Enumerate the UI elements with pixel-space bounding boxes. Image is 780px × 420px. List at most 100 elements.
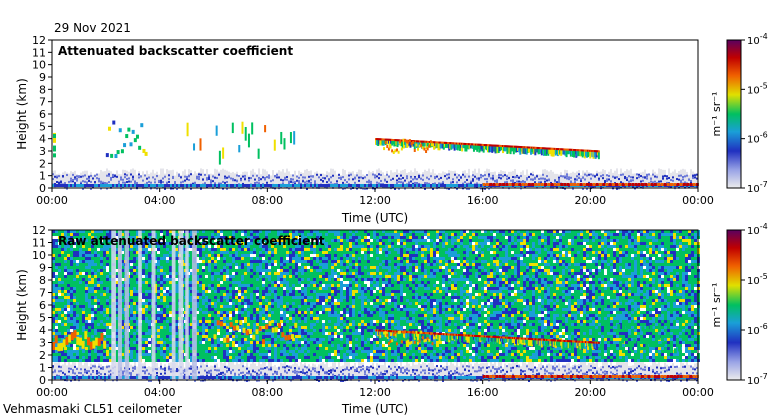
heat-cell (247, 133, 250, 148)
heat-cell (308, 170, 310, 188)
heat-cell (70, 311, 73, 314)
heat-cell (82, 353, 85, 356)
heat-cell (110, 178, 112, 181)
heat-cell (88, 332, 91, 335)
heat-cell (344, 368, 346, 371)
heat-cell (544, 375, 548, 378)
heat-cell (54, 370, 56, 373)
heat-cell (62, 376, 64, 379)
heat-cell (260, 178, 262, 181)
heat-cell (660, 367, 662, 370)
heat-cell (64, 281, 67, 284)
heat-cell (91, 329, 94, 332)
y-tick-label: 2 (39, 157, 46, 170)
heat-cell (121, 281, 124, 284)
heat-cell (226, 170, 228, 188)
heat-cell (176, 376, 178, 379)
heat-cell (85, 350, 88, 353)
heat-cell (266, 176, 268, 179)
heat-cell (186, 174, 188, 188)
heat-cell (67, 296, 70, 299)
heat-cell (544, 369, 546, 372)
cloud-layer-mark (499, 144, 502, 147)
heat-cell (64, 278, 67, 281)
heat-cell (274, 371, 276, 374)
heat-cell (97, 284, 100, 287)
heat-cell (594, 173, 596, 188)
heat-cell (508, 375, 512, 378)
heat-cell (88, 308, 91, 311)
heat-cell (121, 350, 124, 353)
heat-cell (67, 308, 70, 311)
heat-cell (498, 173, 500, 176)
heat-cell (250, 177, 252, 180)
heat-cell (366, 366, 368, 380)
heat-cell (132, 184, 134, 187)
heat-cell (517, 147, 520, 151)
heat-cell (114, 154, 118, 159)
cloud-layer-mark (444, 141, 447, 144)
heat-cell (545, 149, 548, 156)
heat-cell (76, 284, 79, 287)
heat-cell (624, 375, 628, 378)
heat-cell (76, 326, 79, 329)
heat-cell (420, 184, 422, 187)
heat-cell (626, 379, 628, 382)
heat-cell (204, 173, 206, 176)
heat-cell (648, 367, 650, 370)
heat-cell (354, 176, 356, 179)
heat-cell (70, 257, 73, 260)
heat-cell (226, 184, 228, 187)
heat-cell (97, 272, 100, 275)
heat-cell (513, 147, 516, 152)
heat-cell (106, 257, 109, 260)
heat-cell (94, 181, 96, 184)
heat-cell (200, 187, 202, 190)
heat-cell (370, 379, 372, 382)
heat-cell (67, 257, 70, 260)
heat-cell (82, 245, 85, 248)
heat-cell (102, 171, 104, 188)
cloud-layer-mark (500, 145, 503, 148)
heat-cell (64, 184, 66, 187)
heat-cell (586, 174, 588, 177)
heat-cell (164, 367, 166, 370)
heat-cell (428, 376, 430, 379)
heat-cell (58, 356, 61, 359)
heat-cell (220, 360, 222, 380)
heat-cell (396, 174, 398, 177)
heat-cell (666, 369, 668, 372)
heat-cell (376, 368, 378, 371)
heat-cell (422, 178, 424, 181)
heat-cell (176, 368, 178, 371)
heat-cell (97, 356, 100, 359)
heat-cell (614, 170, 616, 188)
heat-cell (448, 372, 450, 375)
heat-cell (85, 275, 88, 278)
heat-cell (194, 379, 196, 382)
cloud-layer-mark (503, 145, 506, 148)
heat-cell (688, 178, 690, 181)
heat-cell (660, 371, 662, 374)
heat-cell (106, 317, 109, 320)
heat-cell (130, 180, 132, 183)
heat-cell (121, 314, 124, 317)
heat-cell (553, 149, 556, 154)
heat-cell (115, 335, 118, 338)
heat-cell (73, 338, 76, 341)
heat-cell (109, 272, 112, 275)
heat-cell (314, 182, 316, 185)
heat-cell (384, 376, 386, 379)
heat-cell (512, 176, 514, 179)
heat-cell (242, 376, 244, 379)
heat-cell (322, 376, 324, 379)
heat-cell (82, 260, 85, 263)
heat-cell (70, 263, 73, 266)
heat-cell (266, 367, 268, 380)
heat-cell (53, 147, 56, 152)
heat-cell (522, 148, 525, 154)
heat-cell (566, 177, 568, 180)
heat-cell (250, 373, 252, 376)
heat-cell (76, 281, 79, 284)
heat-cell (418, 374, 420, 377)
